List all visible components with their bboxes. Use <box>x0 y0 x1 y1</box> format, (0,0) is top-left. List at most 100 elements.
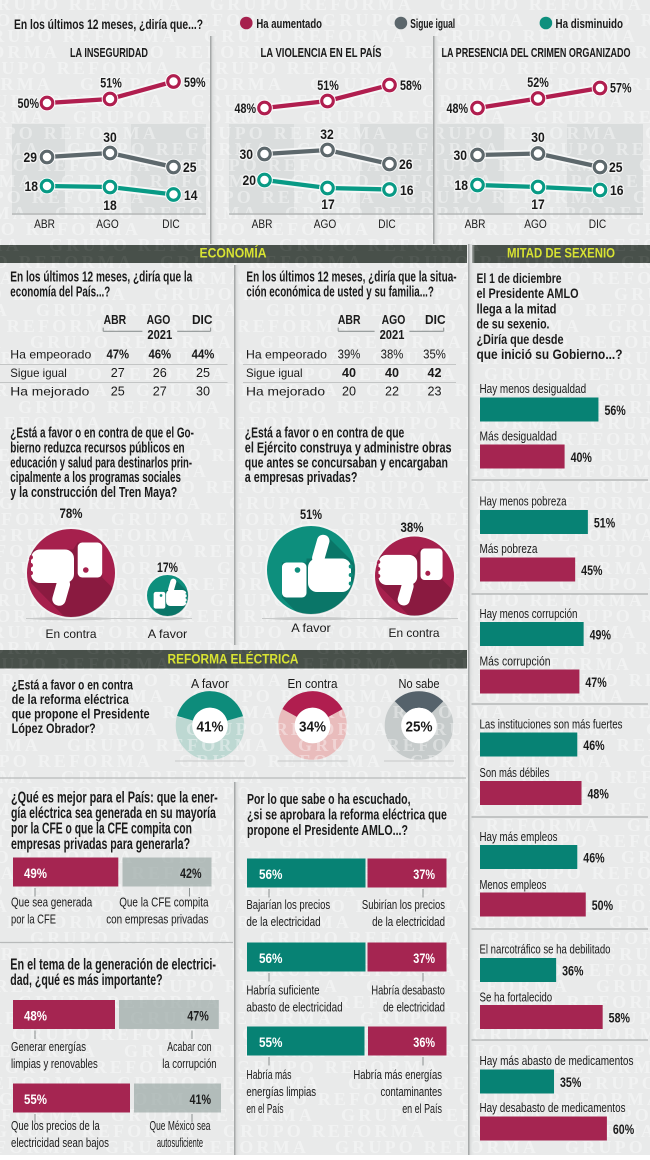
svg-text:18: 18 <box>103 198 117 213</box>
svg-text:Por lo que sabe o ha escuchado: Por lo que sabe o ha escuchado, <box>247 791 411 808</box>
svg-text:17: 17 <box>321 197 335 212</box>
svg-text:A favor: A favor <box>148 627 188 641</box>
svg-text:ECONOMÍA: ECONOMÍA <box>200 246 267 261</box>
svg-text:ción económica de usted y su f: ción económica de usted y su familia...? <box>246 285 434 301</box>
svg-text:de la electricidad: de la electricidad <box>372 914 445 929</box>
svg-text:DIC: DIC <box>589 219 606 231</box>
svg-text:Ha empeorado: Ha empeorado <box>10 347 91 361</box>
svg-text:Ha empeorado: Ha empeorado <box>246 347 327 361</box>
svg-text:En los últimos 12 meses, ¿dirí: En los últimos 12 meses, ¿diría que la <box>10 270 193 286</box>
svg-text:gía eléctrica sea generada en: gía eléctrica sea generada en su mayoría <box>11 805 216 822</box>
svg-text:Se ha fortalecido: Se ha fortalecido <box>480 991 553 1005</box>
svg-text:que antes se concursaban y enc: que antes se concursaban y encargaban <box>245 455 448 471</box>
svg-text:electricidad sean bajos: electricidad sean bajos <box>11 1135 109 1150</box>
svg-text:20: 20 <box>342 385 356 399</box>
svg-text:27: 27 <box>111 366 125 380</box>
svg-text:16: 16 <box>610 183 624 198</box>
svg-text:30: 30 <box>240 147 254 162</box>
svg-text:59%: 59% <box>184 75 206 90</box>
svg-text:AGO: AGO <box>147 313 171 327</box>
svg-text:¿Está a favor o en contra de q: ¿Está a favor o en contra de que <box>245 426 404 442</box>
svg-text:A favor: A favor <box>191 677 229 691</box>
svg-text:Hay menos corrupción: Hay menos corrupción <box>480 607 578 621</box>
svg-text:por la CFE: por la CFE <box>11 912 56 927</box>
svg-text:26: 26 <box>153 366 167 380</box>
svg-text:25: 25 <box>196 366 210 380</box>
svg-text:de la electricidad: de la electricidad <box>246 914 320 929</box>
svg-text:Que México sea: Que México sea <box>150 1118 211 1133</box>
svg-text:Acabar con: Acabar con <box>167 1039 211 1054</box>
svg-text:78%: 78% <box>60 505 83 521</box>
svg-text:ABR: ABR <box>465 219 486 231</box>
svg-text:No sabe: No sabe <box>399 677 440 691</box>
svg-text:a empresas privadas?: a empresas privadas? <box>245 470 358 486</box>
svg-text:en el País: en el País <box>246 1101 284 1116</box>
svg-text:37%: 37% <box>413 950 435 966</box>
svg-text:MITAD DE SEXENIO: MITAD DE SEXENIO <box>507 246 615 261</box>
svg-text:Sigue igual: Sigue igual <box>410 17 455 31</box>
svg-text:cipalmente a los programas soc: cipalmente a los programas sociales <box>10 470 181 486</box>
svg-text:Sigue igual: Sigue igual <box>10 366 67 380</box>
svg-text:AGO: AGO <box>314 219 337 231</box>
svg-text:economía del País...?: economía del País...? <box>10 285 110 301</box>
svg-text:empresas privadas para generar: empresas privadas para generarla? <box>11 836 190 853</box>
svg-text:51%: 51% <box>300 506 322 522</box>
svg-text:41%: 41% <box>197 719 224 736</box>
svg-text:46%: 46% <box>583 738 604 753</box>
svg-text:60%: 60% <box>613 1122 634 1137</box>
svg-text:47%: 47% <box>106 347 129 361</box>
svg-text:25: 25 <box>111 385 125 399</box>
svg-text:48%: 48% <box>447 101 469 116</box>
svg-text:48%: 48% <box>588 787 609 802</box>
svg-text:AGO: AGO <box>382 313 406 327</box>
svg-text:Habría más: Habría más <box>246 1067 291 1082</box>
svg-text:Que los precios de la: Que los precios de la <box>11 1118 100 1133</box>
svg-text:Las instituciones son más fuer: Las instituciones son más fuertes <box>480 718 623 732</box>
svg-text:34%: 34% <box>299 719 326 736</box>
svg-text:Habría desabasto: Habría desabasto <box>371 983 445 998</box>
svg-text:limpias y renovables: limpias y renovables <box>11 1056 98 1071</box>
svg-text:47%: 47% <box>187 1008 209 1024</box>
svg-text:47%: 47% <box>585 675 606 690</box>
svg-text:51%: 51% <box>594 516 615 531</box>
svg-text:56%: 56% <box>604 403 625 418</box>
svg-text:contaminantes: contaminantes <box>381 1084 443 1099</box>
svg-text:42: 42 <box>428 366 442 380</box>
svg-text:39%: 39% <box>338 347 361 361</box>
svg-text:que propone el Presidente: que propone el Presidente <box>12 706 150 722</box>
svg-text:En contra: En contra <box>288 677 338 691</box>
svg-text:¿Diría que desde: ¿Diría que desde <box>477 332 564 347</box>
svg-text:58%: 58% <box>400 78 422 93</box>
svg-text:25%: 25% <box>406 719 433 736</box>
svg-text:37%: 37% <box>413 866 435 882</box>
svg-text:El narcotráfico se ha debilita: El narcotráfico se ha debilitado <box>480 943 611 957</box>
svg-text:dad, ¿qué es más importante?: dad, ¿qué es más importante? <box>10 972 162 989</box>
svg-text:Generar energías: Generar energías <box>11 1039 86 1054</box>
svg-text:y la construcción del Tren May: y la construcción del Tren Maya? <box>10 485 177 501</box>
svg-text:22: 22 <box>385 385 399 399</box>
svg-text:36%: 36% <box>413 1034 435 1050</box>
svg-text:¿Está a favor o en contra: ¿Está a favor o en contra <box>12 677 133 693</box>
svg-text:23: 23 <box>428 385 442 399</box>
svg-text:50%: 50% <box>592 898 613 913</box>
svg-text:26: 26 <box>399 157 413 172</box>
svg-text:32: 32 <box>320 127 334 142</box>
svg-text:Habría suficiente: Habría suficiente <box>246 983 319 998</box>
svg-text:López Obrador?: López Obrador? <box>12 720 96 736</box>
svg-text:AGO: AGO <box>524 219 547 231</box>
svg-text:30: 30 <box>454 148 468 163</box>
